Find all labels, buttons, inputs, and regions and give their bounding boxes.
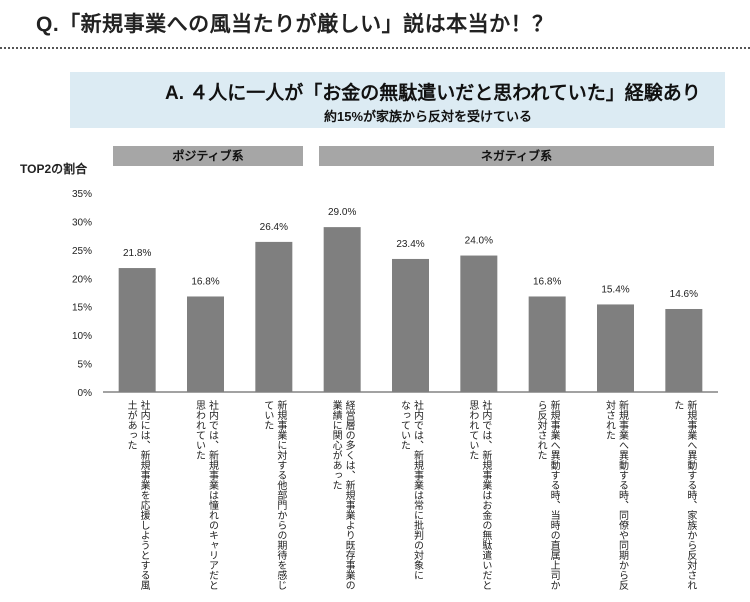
answer-subheading: 約15%が家族から反対を受けている [324, 109, 533, 124]
answer-heading: A. ４人に一人が「お金の無駄遣いだと思われていた」経験あり [165, 83, 701, 104]
data-label: 29.0% [328, 207, 356, 218]
category-label-line: 思われていた [466, 400, 478, 460]
category-label-line: 社内には、新規事業を応援しようとする風 [138, 400, 150, 590]
category-label: 新規事業へ異動する時、家族から反対された [671, 400, 697, 598]
data-label: 23.4% [396, 239, 424, 250]
category-label: 社内には、新規事業を応援しようとする風 土があった [124, 400, 150, 598]
category-label-line: なっていた [398, 400, 410, 450]
y-tick-label: 35% [72, 189, 92, 200]
bar [597, 304, 634, 392]
data-label: 16.8% [533, 276, 561, 287]
category-label-line: ら反対された [535, 400, 547, 460]
y-tick-label: 10% [72, 331, 92, 342]
y-tick-label: 30% [72, 217, 92, 228]
category-label: 経営層の多くは、新規事業より既存事業の 業績に関心があった [329, 400, 355, 598]
data-label: 21.8% [123, 248, 151, 259]
y-tick-label: 15% [72, 303, 92, 314]
category-label-line: 新規事業へ異動する時、当時の直属上司か [548, 400, 560, 590]
category-label-line: ていた [261, 400, 273, 430]
category-label-line: 社内では、新規事業は常に批判の対象に [411, 400, 423, 580]
data-label: 16.8% [191, 276, 219, 287]
data-label: 24.0% [465, 236, 493, 247]
y-tick-label: 5% [78, 360, 93, 371]
category-label-line: 社内では、新規事業は憧れのキャリアだと [206, 400, 218, 590]
category-label-line: 思われていた [193, 400, 205, 460]
y-tick-label: 20% [72, 274, 92, 285]
category-label: 新規事業に対する他部門からの期待を感じ ていた [261, 400, 287, 598]
category-label-line: 新規事業へ異動する時、家族から反対され [684, 400, 696, 590]
bar [323, 227, 361, 392]
category-label: 社内では、新規事業は常に批判の対象に なっていた [398, 400, 424, 598]
answer-banner [70, 72, 725, 128]
category-label-line: 業績に関心があった [330, 400, 342, 490]
category-label: 社内では、新規事業は憧れのキャリアだと 思われていた [193, 400, 219, 598]
category-label-line: 社内では、新規事業はお金の無駄遣いだと [479, 400, 491, 590]
y-tick-label: 25% [72, 246, 92, 257]
bar [528, 296, 566, 392]
category-label-line: 新規事業へ異動する時、同僚や同期から反 [616, 400, 628, 590]
bar [392, 258, 429, 392]
category-label-line: 土があった [125, 400, 137, 450]
category-label-line: 対された [603, 400, 615, 440]
data-label: 15.4% [601, 284, 629, 295]
bar [255, 241, 293, 392]
question-heading: Q.「新規事業への風当たりが厳しい」説は本当か！？ [36, 13, 554, 36]
bar [460, 255, 498, 392]
group-header-negative: ネガティブ系 [319, 146, 714, 166]
data-label: 26.4% [260, 222, 288, 233]
bar [665, 308, 703, 392]
category-label: 社内では、新規事業はお金の無駄遣いだと 思われていた [466, 400, 492, 598]
group-header-positive: ポジティブ系 [113, 146, 303, 166]
y-axis-label: TOP2の割合 [20, 162, 88, 176]
dotted-divider [0, 47, 750, 49]
category-label: 新規事業へ異動する時、同僚や同期から反 対された [603, 400, 629, 598]
category-label-line: 新規事業に対する他部門からの期待を感じ [274, 400, 286, 590]
data-label: 14.6% [670, 289, 698, 300]
category-label: 新規事業へ異動する時、当時の直属上司か ら反対された [534, 400, 560, 598]
bar [118, 268, 156, 392]
y-tick-label: 0% [78, 388, 93, 399]
category-label-line: た [671, 400, 683, 410]
category-label-line: 経営層の多くは、新規事業より既存事業の [343, 400, 355, 590]
bar [187, 296, 224, 392]
